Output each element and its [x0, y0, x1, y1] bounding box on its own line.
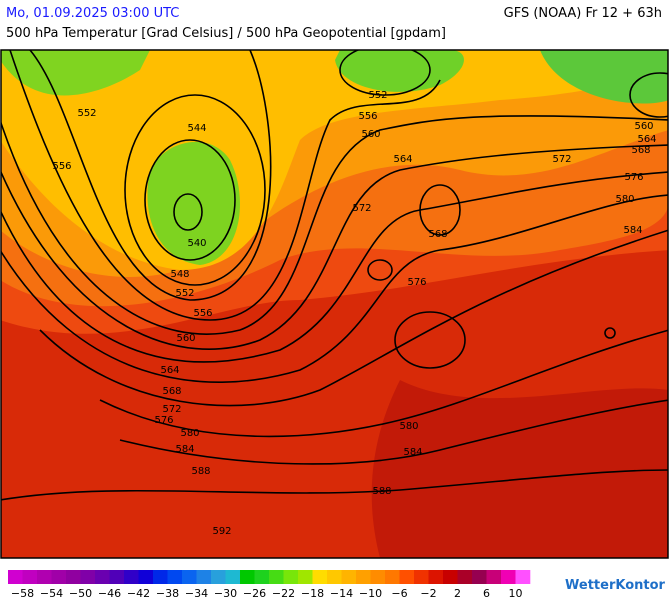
contour-label: 552: [175, 288, 194, 299]
colorbar-label: 2: [454, 587, 461, 600]
colorbar-swatch: [327, 570, 342, 584]
contour-label: 556: [52, 161, 71, 172]
colorbar-swatch: [153, 570, 168, 584]
contour-label: 588: [372, 486, 391, 497]
contour-label: 576: [624, 172, 643, 183]
contour-label: 592: [212, 526, 231, 537]
colorbar-label: −34: [185, 587, 208, 600]
contour-label: 580: [180, 428, 199, 439]
colorbar-label: −42: [127, 587, 150, 600]
geopotential-contours: [1, 50, 668, 501]
colorbar-swatch: [399, 570, 415, 584]
contour-label: 552: [77, 108, 96, 119]
contour-label: 572: [352, 203, 371, 214]
colorbar-label: −54: [40, 587, 63, 600]
colorbar-label: −22: [272, 587, 295, 600]
contour-label: 560: [176, 333, 195, 344]
colorbar-swatch: [472, 570, 487, 584]
contour-label: 564: [637, 134, 656, 145]
colorbar-label: −58: [11, 587, 34, 600]
colorbar-label: −18: [301, 587, 324, 600]
colorbar-swatch: [66, 570, 81, 584]
datetime: Mo, 01.09.2025 03:00 UTC: [6, 6, 180, 21]
colorbar-swatch: [312, 570, 328, 584]
colorbar-swatch: [356, 570, 371, 584]
contour-label: 584: [623, 225, 642, 236]
colorbar-swatch: [254, 570, 270, 584]
colorbar-swatch: [8, 570, 23, 584]
colorbar-label: −14: [330, 587, 353, 600]
colorbar-swatch: [501, 570, 516, 584]
colorbar-label: −2: [420, 587, 436, 600]
contour-label: 544: [187, 123, 206, 134]
temperature-field: [1, 50, 668, 558]
colorbar-swatch: [80, 570, 96, 584]
contour-label: 576: [154, 415, 173, 426]
colorbar-label: −38: [156, 587, 179, 600]
contour-label: 552: [368, 90, 387, 101]
colorbar-swatch: [95, 570, 110, 584]
colorbar-swatch: [240, 570, 255, 584]
colorbar-swatch: [370, 570, 386, 584]
colorbar-swatch: [457, 570, 473, 584]
colorbar-swatch: [37, 570, 52, 584]
colorbar-label: 6: [483, 587, 490, 600]
colorbar-label: −46: [98, 587, 121, 600]
colorbar-swatch: [298, 570, 313, 584]
contour-label: 572: [162, 404, 181, 415]
subtitle: 500 hPa Temperatur [Grad Celsius] / 500 …: [6, 26, 447, 41]
colorbar-swatch: [167, 570, 183, 584]
colorbar-swatch: [124, 570, 139, 584]
logo: WetterKontor: [565, 578, 666, 593]
colorbar-swatch: [385, 570, 400, 584]
colorbar-swatch: [211, 570, 226, 584]
contour-label: 576: [407, 277, 426, 288]
contour-label: 540: [187, 238, 206, 249]
colorbar-swatch: [283, 570, 299, 584]
colorbar-swatch: [22, 570, 38, 584]
contour-label: 564: [393, 154, 412, 165]
model-run: GFS (NOAA) Fr 12 + 63h: [503, 6, 662, 21]
colorbar-swatch: [51, 570, 67, 584]
contour-label: 568: [162, 386, 181, 397]
contour-label: 572: [552, 154, 571, 165]
map-frame: [0, 49, 669, 559]
colorbar-swatch: [341, 570, 357, 584]
contour-label: 560: [634, 121, 653, 132]
contour-label: 564: [160, 365, 179, 376]
contour-label: 584: [403, 447, 422, 458]
contour-label: 548: [170, 269, 189, 280]
colorbar-swatch: [182, 570, 197, 584]
colorbar-label: 10: [509, 587, 523, 600]
colorbar-swatch: [109, 570, 125, 584]
contour-label: 560: [361, 129, 380, 140]
contour-label: 580: [615, 194, 634, 205]
contour-label: 568: [428, 229, 447, 240]
colorbar-swatch: [225, 570, 241, 584]
contour-label: 580: [399, 421, 418, 432]
colorbar-swatch: [414, 570, 429, 584]
colorbar-swatch: [515, 570, 531, 584]
colorbar-swatch: [428, 570, 444, 584]
colorbar-swatch: [138, 570, 154, 584]
colorbar-label: −26: [243, 587, 266, 600]
contour-label: 556: [193, 308, 212, 319]
contour-label: 588: [191, 466, 210, 477]
colorbar-swatch: [269, 570, 284, 584]
contour-label: 568: [631, 145, 650, 156]
colorbar-label: −6: [391, 587, 407, 600]
colorbar-swatch: [486, 570, 502, 584]
colorbar-label: −30: [214, 587, 237, 600]
contour-label: 556: [358, 111, 377, 122]
colorbar-label: −10: [359, 587, 382, 600]
contour-label: 584: [175, 444, 194, 455]
colorbar-label: −50: [69, 587, 92, 600]
colorbar: −58 −54 −50 −46 −42 −38 −34 −30 −26 −22 −18 −14 −10−…: [8, 570, 531, 600]
colorbar-swatch: [196, 570, 212, 584]
colorbar-swatch: [443, 570, 458, 584]
